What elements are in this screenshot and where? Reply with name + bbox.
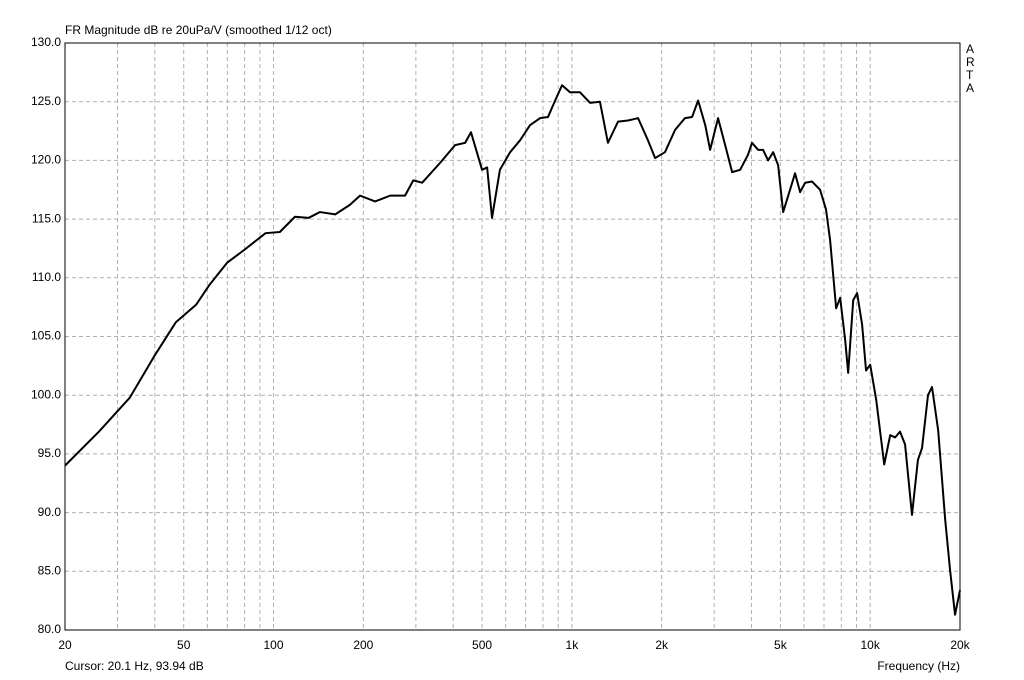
x-tick-label: 50	[177, 638, 191, 652]
x-tick-label: 200	[353, 638, 373, 652]
x-tick-label: 500	[472, 638, 492, 652]
y-tick-label: 120.0	[31, 153, 61, 167]
y-tick-label: 115.0	[32, 211, 61, 225]
x-tick-label: 2k	[655, 638, 669, 652]
x-tick-label: 5k	[774, 638, 788, 652]
y-tick-label: 100.0	[31, 387, 61, 401]
y-tick-label: 95.0	[38, 446, 62, 460]
x-axis-label: Frequency (Hz)	[877, 659, 960, 673]
x-tick-label: 1k	[566, 638, 580, 652]
x-tick-label: 20	[58, 638, 72, 652]
watermark: ARTA	[966, 42, 975, 95]
plot-frame	[64, 42, 961, 631]
chart-title: FR Magnitude dB re 20uPa/V (smoothed 1/1…	[65, 23, 332, 37]
response-curve	[64, 84, 961, 616]
x-tick-label: 100	[264, 638, 284, 652]
y-tick-label: 105.0	[31, 329, 61, 343]
cursor-readout: Cursor: 20.1 Hz, 93.94 dB	[65, 659, 204, 673]
y-tick-label: 125.0	[31, 94, 61, 108]
y-tick-label: 90.0	[38, 505, 62, 519]
y-tick-label: 130.0	[31, 35, 61, 49]
x-tick-label: 10k	[861, 638, 881, 652]
y-tick-label: 110.0	[32, 270, 61, 284]
y-tick-label: 85.0	[38, 563, 62, 577]
x-tick-label: 20k	[950, 638, 970, 652]
y-tick-label: 80.0	[38, 622, 62, 636]
